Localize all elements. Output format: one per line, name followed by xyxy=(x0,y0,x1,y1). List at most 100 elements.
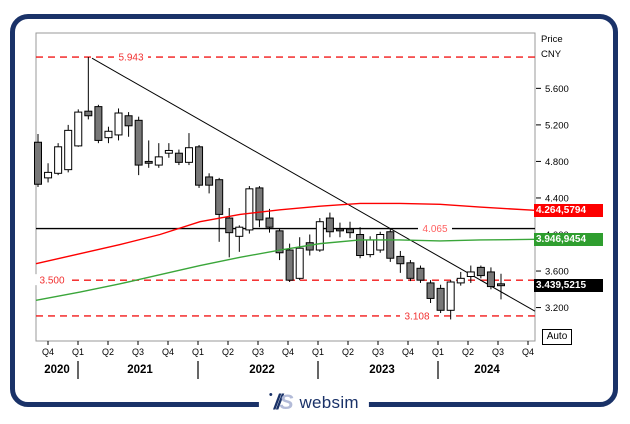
quarter-label: Q2 xyxy=(102,347,114,357)
logo-slashes: // xyxy=(273,391,283,414)
candle-body xyxy=(476,266,485,277)
candle-body xyxy=(486,271,495,288)
candle-body xyxy=(285,249,294,281)
candle xyxy=(195,144,204,188)
year-label: 2020 xyxy=(44,364,70,376)
plot-border xyxy=(35,32,536,342)
candle-body xyxy=(466,271,475,278)
quarter-label: Q4 xyxy=(402,347,414,357)
candle xyxy=(34,134,42,187)
candle-body xyxy=(205,176,214,186)
candle xyxy=(406,260,415,282)
candle xyxy=(486,267,495,290)
ma-slow-line xyxy=(35,202,536,265)
candle-body xyxy=(215,179,224,215)
quarter-label: Q3 xyxy=(372,347,384,357)
logo-dot: • xyxy=(268,389,273,401)
plot-area[interactable] xyxy=(36,33,535,341)
y-axis-label: 5.600 xyxy=(545,84,569,95)
axis-header: Price CNY xyxy=(541,32,563,62)
candle-body xyxy=(497,283,505,287)
candle-body xyxy=(44,171,53,179)
quarter-label: Q3 xyxy=(492,347,504,357)
ma-fast-price-badge: 3.946,9454 xyxy=(534,232,603,246)
candle-body xyxy=(235,226,244,237)
candle xyxy=(64,124,73,173)
auto-scale-button[interactable]: Auto xyxy=(542,329,572,345)
candle xyxy=(184,133,193,166)
y-axis-label: 3.200 xyxy=(545,303,569,314)
axis-title-currency: CNY xyxy=(541,49,562,60)
candle xyxy=(356,227,365,259)
alltime-high-line-label: 5.943 xyxy=(118,53,143,64)
candle xyxy=(154,143,163,168)
level-line-4065-label: 4.065 xyxy=(422,224,447,235)
level-line-4065-label-bg xyxy=(418,222,452,234)
alltime-high-line-label-bg xyxy=(114,51,148,63)
candle-body xyxy=(315,221,324,251)
candle-body xyxy=(335,228,344,232)
year-label: 2024 xyxy=(474,364,500,376)
logo-s: S xyxy=(279,391,294,414)
candle xyxy=(114,108,123,141)
candle xyxy=(74,109,83,147)
candle xyxy=(386,228,395,262)
candle-body xyxy=(325,217,334,233)
candle-body xyxy=(265,217,274,228)
quarter-label: Q3 xyxy=(132,347,144,357)
candle xyxy=(426,280,435,304)
quarter-label: Q1 xyxy=(192,347,204,357)
quarter-label: Q3 xyxy=(252,347,264,357)
last-price-badge: 3.439,5215 xyxy=(534,279,603,293)
candle xyxy=(255,186,264,228)
axis-title-price: Price xyxy=(541,34,563,45)
candle-body xyxy=(195,146,204,186)
ma-fast-line xyxy=(35,238,536,301)
candle xyxy=(144,140,153,168)
quarter-label: Q1 xyxy=(432,347,444,357)
candle-body xyxy=(295,247,304,279)
candle-body xyxy=(144,160,153,164)
logo-wordmark: websim xyxy=(299,393,359,412)
candle-body xyxy=(84,110,93,117)
candle-body xyxy=(346,228,355,234)
candle xyxy=(54,143,63,176)
candle-body xyxy=(64,129,73,171)
quarter-label: Q1 xyxy=(312,347,324,357)
candle-body xyxy=(275,230,284,254)
candle-body xyxy=(94,106,103,141)
level-line-3108-label-bg xyxy=(400,309,434,321)
ma-slow-price-badge: 4.264,5794 xyxy=(534,203,603,217)
candle-body xyxy=(74,111,83,147)
candle-body xyxy=(245,188,254,231)
candle xyxy=(315,218,324,252)
candle xyxy=(124,112,133,137)
candle xyxy=(44,163,53,183)
candle-body xyxy=(426,282,435,299)
candle xyxy=(295,237,304,281)
candle xyxy=(285,243,294,282)
candle xyxy=(335,222,344,238)
level-line-3108-label: 3.108 xyxy=(404,311,429,322)
candle xyxy=(104,126,113,144)
candle-body xyxy=(164,149,173,154)
quarter-label: Q2 xyxy=(342,347,354,357)
candle xyxy=(245,186,254,234)
candle xyxy=(416,265,425,283)
candle-body xyxy=(255,187,264,221)
candle xyxy=(84,57,93,120)
quarter-label: Q4 xyxy=(522,347,534,357)
quarter-label: Q4 xyxy=(42,347,54,357)
candle-body xyxy=(446,281,455,311)
year-label: 2021 xyxy=(127,364,153,376)
candle-body xyxy=(305,242,314,251)
candle-body xyxy=(406,262,415,279)
candle-body xyxy=(396,255,405,265)
candle xyxy=(275,229,284,261)
candle xyxy=(215,177,224,242)
candle-body xyxy=(54,146,63,174)
y-axis-label: 4.400 xyxy=(545,193,569,204)
y-axis-label: 5.200 xyxy=(545,120,569,131)
